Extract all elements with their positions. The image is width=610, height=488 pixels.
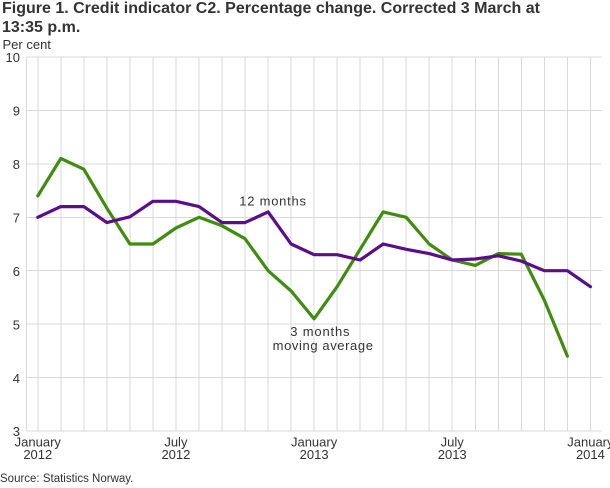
svg-text:9: 9	[13, 104, 20, 119]
svg-text:7: 7	[13, 211, 20, 226]
svg-text:10: 10	[6, 50, 20, 65]
svg-text:3 months: 3 months	[290, 324, 350, 339]
svg-text:July: July	[441, 434, 465, 449]
svg-text:2012: 2012	[23, 447, 52, 462]
svg-text:12 months: 12 months	[239, 194, 306, 209]
svg-text:8: 8	[13, 157, 20, 172]
svg-text:2013: 2013	[300, 447, 329, 462]
svg-text:2014: 2014	[576, 447, 605, 462]
svg-text:4: 4	[13, 371, 20, 386]
svg-text:2013: 2013	[438, 447, 467, 462]
svg-text:5: 5	[13, 317, 20, 332]
svg-text:2012: 2012	[161, 447, 190, 462]
svg-text:moving average: moving average	[273, 338, 374, 353]
svg-text:July: July	[164, 434, 188, 449]
svg-text:3: 3	[13, 424, 20, 439]
svg-text:January: January	[567, 434, 610, 449]
svg-text:6: 6	[13, 264, 20, 279]
svg-text:January: January	[15, 434, 62, 449]
svg-text:January: January	[291, 434, 338, 449]
